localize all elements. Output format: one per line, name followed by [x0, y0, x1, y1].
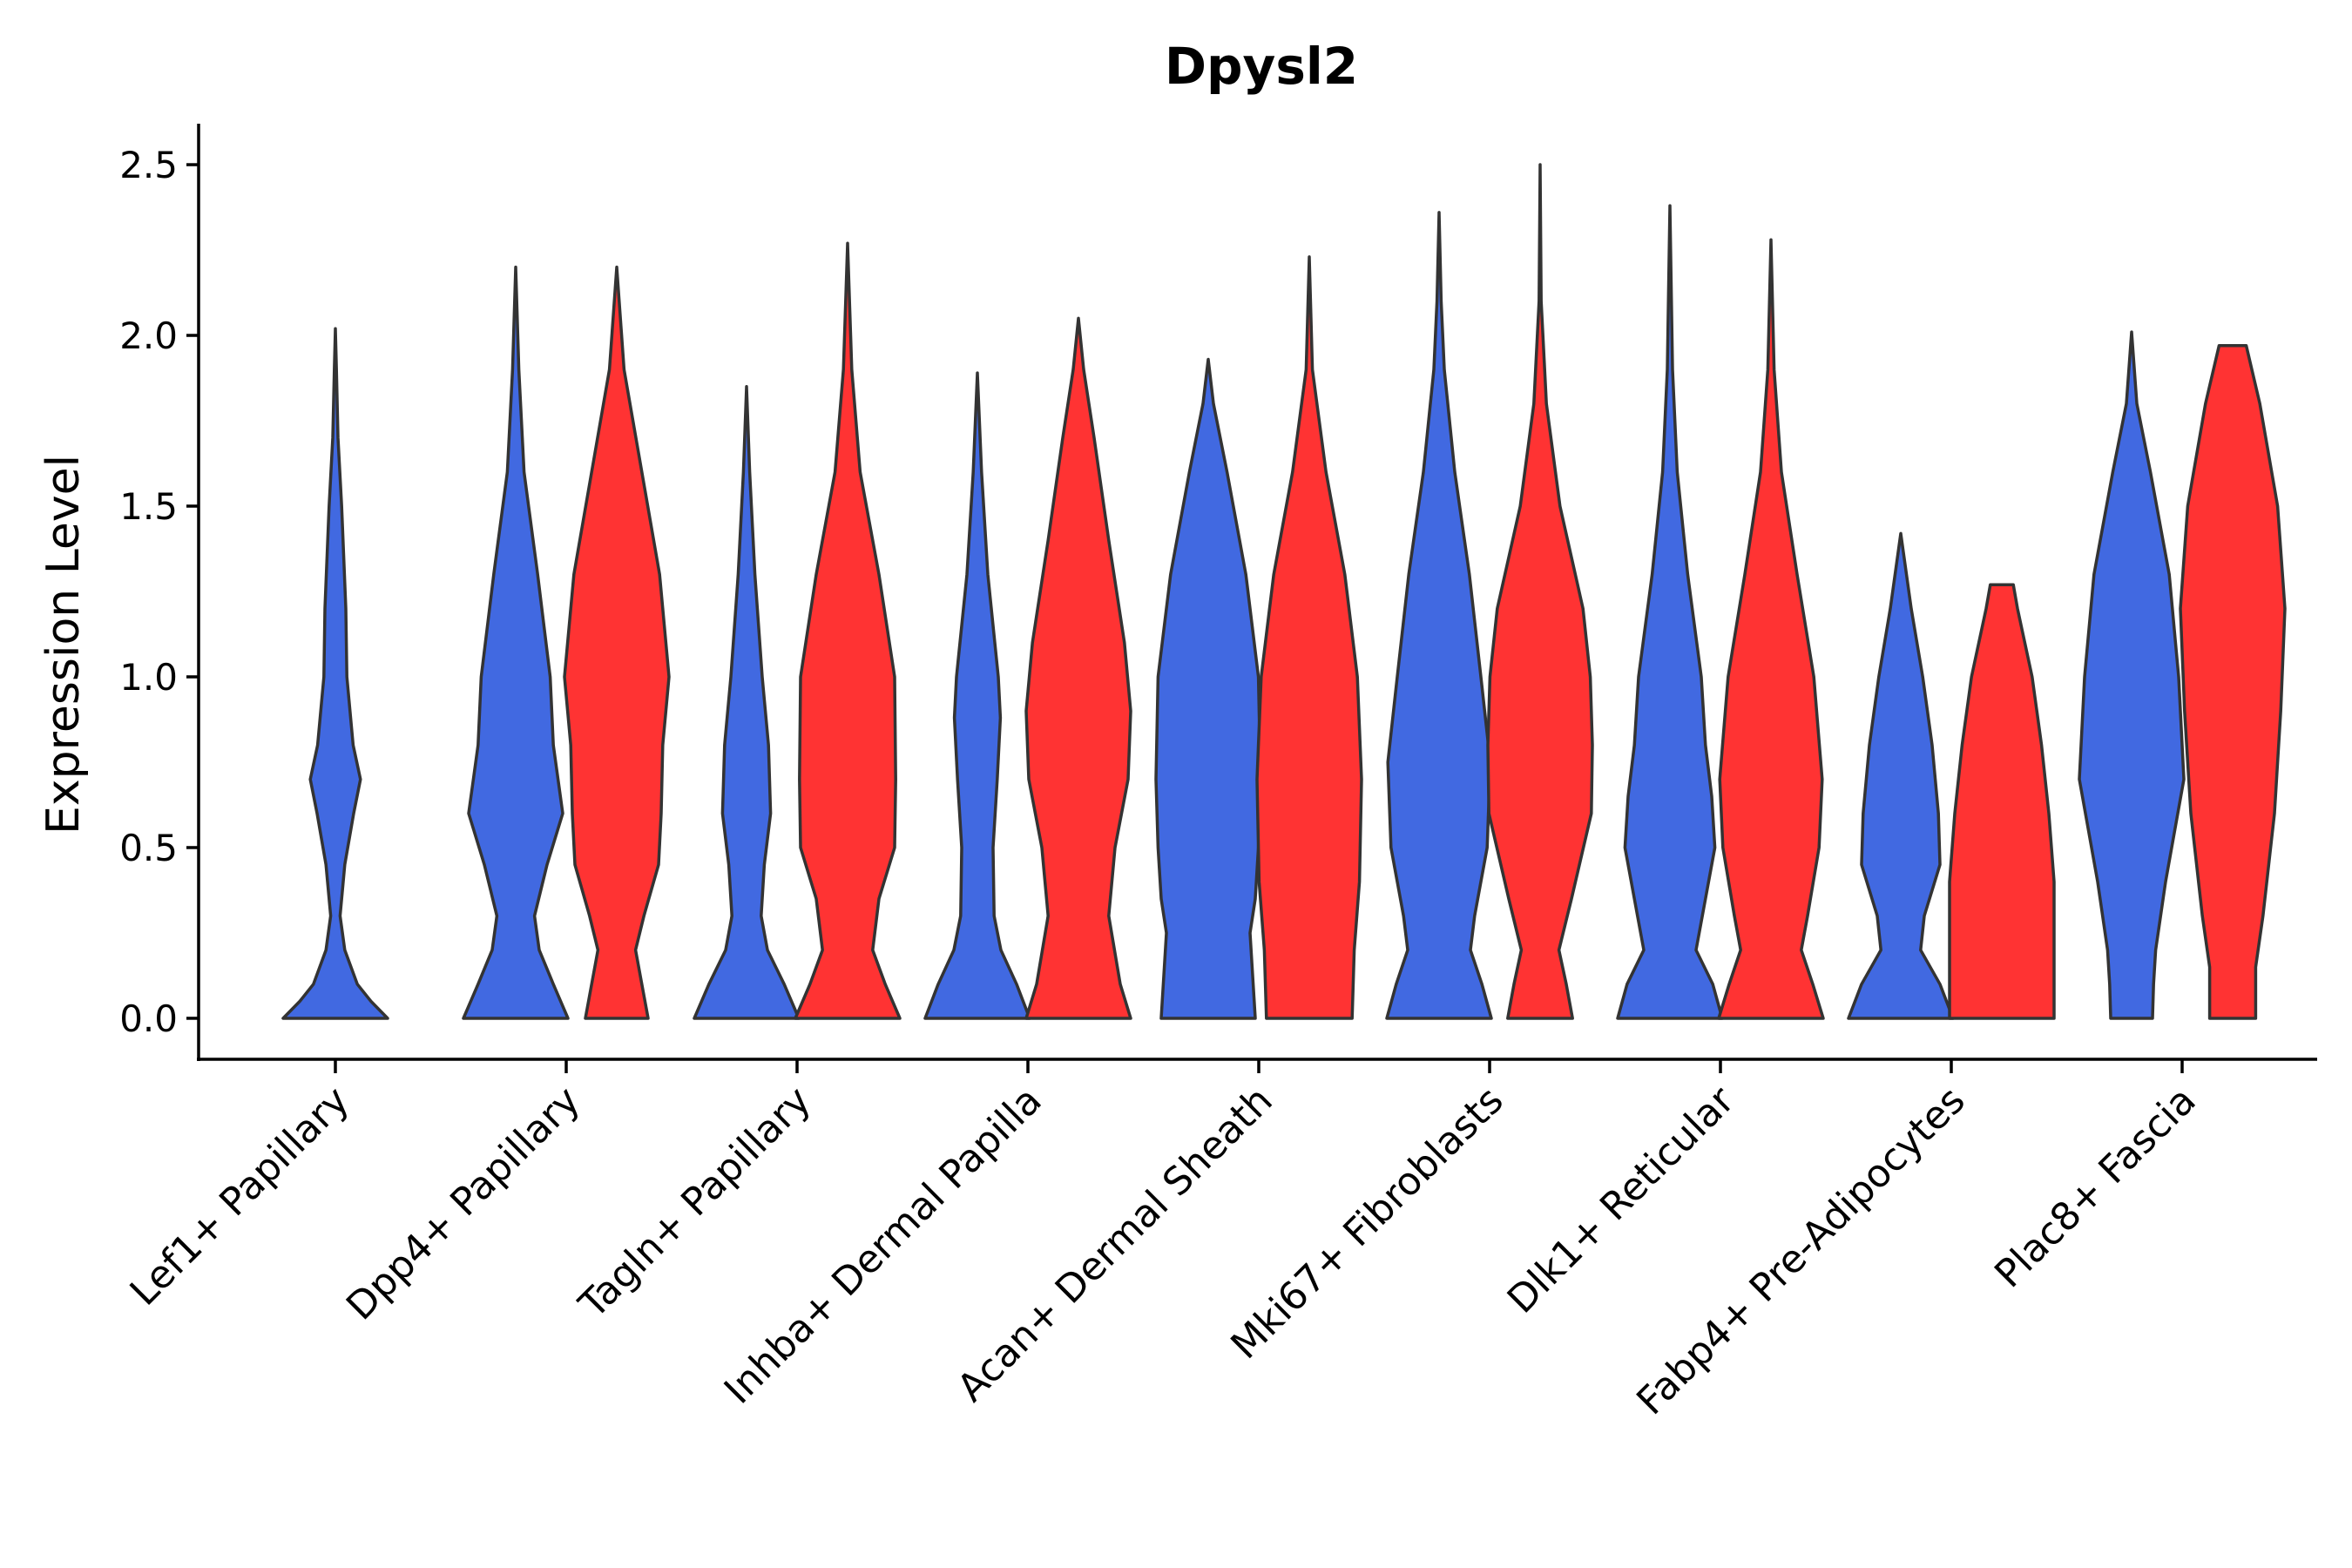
- violin-blue-2: [462, 265, 570, 1020]
- violin-red-5: [1255, 255, 1363, 1020]
- violin-blue-6: [1385, 211, 1493, 1020]
- violin-red-7: [1717, 238, 1825, 1020]
- y-tick-label: 0.0: [119, 997, 178, 1040]
- y-axis-label: Expression Level: [37, 455, 90, 835]
- violin-blue-7: [1616, 204, 1724, 1020]
- x-tick-label: Lef1+ Papillary: [122, 1078, 358, 1315]
- violin-red-3: [794, 241, 902, 1020]
- y-tick-label: 2.0: [119, 314, 178, 357]
- violin-red-8: [1948, 583, 2056, 1020]
- y-axis-ticks: 0.0 0.5 1.0 1.5 2.0 2.5: [119, 144, 199, 1040]
- violin-red-6: [1486, 163, 1594, 1020]
- violin-layer: [281, 163, 2287, 1020]
- violin-blue-5: [1154, 357, 1262, 1020]
- y-tick-label: 2.5: [119, 144, 178, 186]
- x-tick-label: Dpp4+ Papillary: [338, 1078, 589, 1329]
- x-tick-label: Plac8+ Fascia: [1986, 1078, 2205, 1297]
- violin-red-2: [563, 265, 671, 1020]
- violin-red-4: [1024, 316, 1132, 1020]
- x-tick-label: Dlk1+ Reticular: [1499, 1078, 1744, 1322]
- violin-red-9: [2179, 344, 2287, 1020]
- violin-blue-4: [923, 371, 1031, 1020]
- violin-blue-9: [2078, 330, 2186, 1020]
- y-tick-label: 1.5: [119, 485, 178, 528]
- y-tick-label: 1.0: [119, 656, 178, 699]
- chart-title: Dpysl2: [1165, 37, 1358, 96]
- violin-blue-1: [281, 327, 389, 1020]
- violin-blue-8: [1847, 531, 1955, 1020]
- y-tick-label: 0.5: [119, 827, 178, 869]
- violin-blue-3: [693, 385, 801, 1020]
- x-tick-label: Tagln+ Papillary: [571, 1078, 820, 1328]
